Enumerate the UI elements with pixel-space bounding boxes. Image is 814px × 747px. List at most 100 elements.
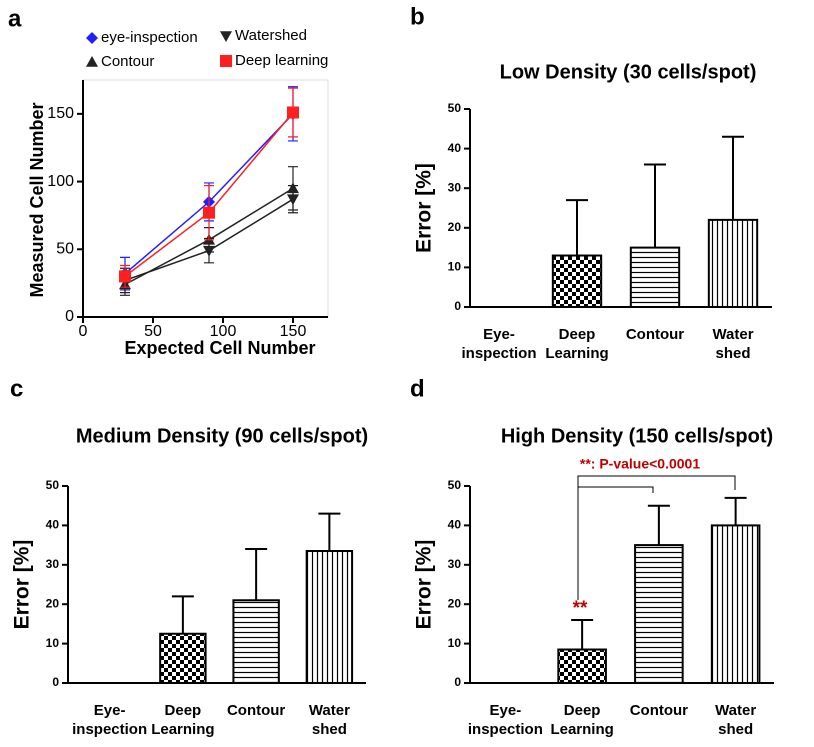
y-axis-label: Measured Cell Number	[27, 102, 47, 297]
error-bar	[571, 618, 594, 650]
error-bar	[318, 512, 341, 552]
marker	[287, 182, 299, 194]
bar	[634, 544, 684, 684]
x-tick-label: Eye-inspection	[461, 326, 536, 362]
y-tick-label: 0	[454, 675, 461, 689]
x-tick-label: Deep Learning	[550, 702, 613, 738]
error-bar	[566, 199, 588, 256]
text-line: Learning	[550, 721, 613, 738]
text-line: Learning	[151, 721, 214, 738]
y-tick-label: 50	[46, 478, 60, 492]
error-bar	[644, 163, 666, 248]
x-tick-label: Water shed	[715, 702, 756, 738]
x-tick-label: Deep Learning	[151, 702, 214, 738]
bar	[232, 599, 280, 685]
bar	[305, 550, 354, 685]
error-bar	[724, 496, 747, 526]
x-tick-label: Eye-inspection	[72, 702, 147, 738]
x-tick-label: Contour	[626, 326, 684, 343]
y-tick-label: 40	[448, 518, 462, 532]
panel-label: a	[8, 5, 22, 32]
panel-label: c	[10, 375, 23, 402]
chart-title: Low Density (30 cells/spot)	[500, 61, 757, 83]
text-line: Water	[715, 702, 756, 719]
x-tick-label: Contour	[630, 702, 688, 719]
annotation: **	[573, 598, 588, 619]
text-line: inspection	[468, 721, 543, 738]
text-line: Eye-	[483, 326, 515, 343]
panel-label: d	[410, 375, 425, 402]
y-tick-label: 20	[46, 596, 60, 610]
panel-label: b	[410, 3, 425, 30]
bar	[551, 254, 603, 309]
legend-label: eye-inspection	[101, 29, 198, 46]
y-tick-label: 50	[448, 101, 462, 115]
legend-label: Contour	[101, 53, 154, 70]
x-tick-label: 0	[79, 323, 88, 340]
y-tick-label: 40	[46, 518, 60, 532]
x-tick-label: 100	[210, 323, 237, 340]
bar	[710, 524, 761, 685]
text-line: Learning	[545, 345, 608, 362]
text-line: Eye-	[490, 702, 522, 719]
text-line: Water	[712, 326, 753, 343]
y-tick-label: 30	[448, 557, 462, 571]
text-line: Eye-	[94, 702, 126, 719]
text-line: Deep	[564, 702, 601, 719]
marker	[119, 270, 131, 283]
x-tick-label: Water shed	[309, 702, 350, 738]
y-tick-label: 40	[448, 141, 462, 155]
marker	[86, 56, 98, 67]
text-line: inspection	[72, 721, 147, 738]
x-axis-label: Expected Cell Number	[124, 338, 315, 358]
y-tick-label: 30	[46, 557, 60, 571]
significance-bracket	[577, 475, 736, 600]
y-tick-label: 50	[448, 478, 462, 492]
y-tick-label: 10	[448, 260, 462, 274]
x-tick-label: Eye-inspection	[468, 702, 543, 738]
chart-title: Medium Density (90 cells/spot)	[76, 425, 368, 447]
text-line: shed	[312, 721, 347, 738]
marker	[203, 206, 215, 219]
bar	[707, 218, 759, 309]
y-axis-label: Error [%]	[413, 163, 436, 253]
error-bar	[171, 595, 194, 634]
text-line: Deep	[559, 326, 596, 343]
x-tick-label: 50	[144, 323, 162, 340]
text-line: Water	[309, 702, 350, 719]
text-line: inspection	[461, 345, 536, 362]
y-tick-label: 150	[47, 105, 74, 122]
y-tick-label: 0	[65, 308, 74, 325]
legend-label: Watershed	[235, 27, 307, 44]
chart-title: High Density (150 cells/spot)	[501, 425, 773, 447]
error-bar	[245, 548, 268, 601]
y-axis-label: Error [%]	[11, 540, 34, 630]
error-bar	[647, 504, 670, 546]
y-tick-label: 10	[46, 636, 60, 650]
y-axis-label: Error [%]	[413, 540, 436, 630]
y-tick-label: 50	[56, 241, 74, 258]
marker	[287, 106, 299, 119]
y-tick-label: 20	[448, 220, 462, 234]
y-tick-label: 0	[52, 675, 59, 689]
bar	[159, 632, 207, 684]
y-tick-label: 0	[454, 299, 461, 313]
y-tick-label: 10	[448, 636, 462, 650]
bar	[557, 648, 607, 685]
y-tick-label: 30	[448, 180, 462, 194]
x-tick-label: Deep Learning	[545, 326, 608, 362]
bar	[629, 246, 681, 309]
marker	[220, 55, 232, 67]
annotation: **: P-value<0.0001	[580, 456, 700, 472]
text-line: Deep	[165, 702, 202, 719]
error-bar	[722, 135, 744, 220]
y-tick-label: 20	[448, 596, 462, 610]
marker	[86, 32, 98, 44]
x-tick-label: Contour	[227, 702, 285, 719]
marker	[220, 31, 232, 42]
text-line: shed	[715, 345, 750, 362]
legend-label: Deep learning	[235, 52, 328, 69]
y-tick-label: 100	[47, 173, 74, 190]
